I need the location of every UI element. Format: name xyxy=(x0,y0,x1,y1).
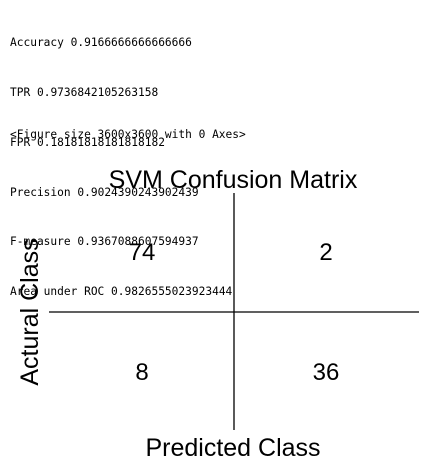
cell-value-r1-c1: 36 xyxy=(313,359,340,386)
metric-area-under-roc: Area under ROC 0.9826555023923444 xyxy=(10,285,233,299)
x-axis-label: Predicted Class xyxy=(145,434,320,462)
cell-value-r0-c1: 2 xyxy=(319,239,332,266)
metric-f-measure: F-measure 0.9367088607594937 xyxy=(10,235,199,249)
metrics-output: Accuracy 0.9166666666666666 TPR 0.973684… xyxy=(10,2,232,317)
metric-tpr: TPR 0.9736842105263158 xyxy=(10,85,159,99)
chart-title: SVM Confusion Matrix xyxy=(109,166,358,194)
cell-value-r1-c0: 8 xyxy=(135,359,148,386)
metric-accuracy: Accuracy 0.9166666666666666 xyxy=(10,36,192,50)
metric-precision: Precision 0.9024390243902439 xyxy=(10,185,199,199)
figure-size-note: <Figure size 3600x3600 with 0 Axes> xyxy=(10,128,246,141)
cell-value-r0-c0: 74 xyxy=(129,239,156,266)
y-axis-label: Actural Class xyxy=(16,238,44,385)
metric-fpr: FPR 0.18181818181818182 xyxy=(10,135,165,149)
